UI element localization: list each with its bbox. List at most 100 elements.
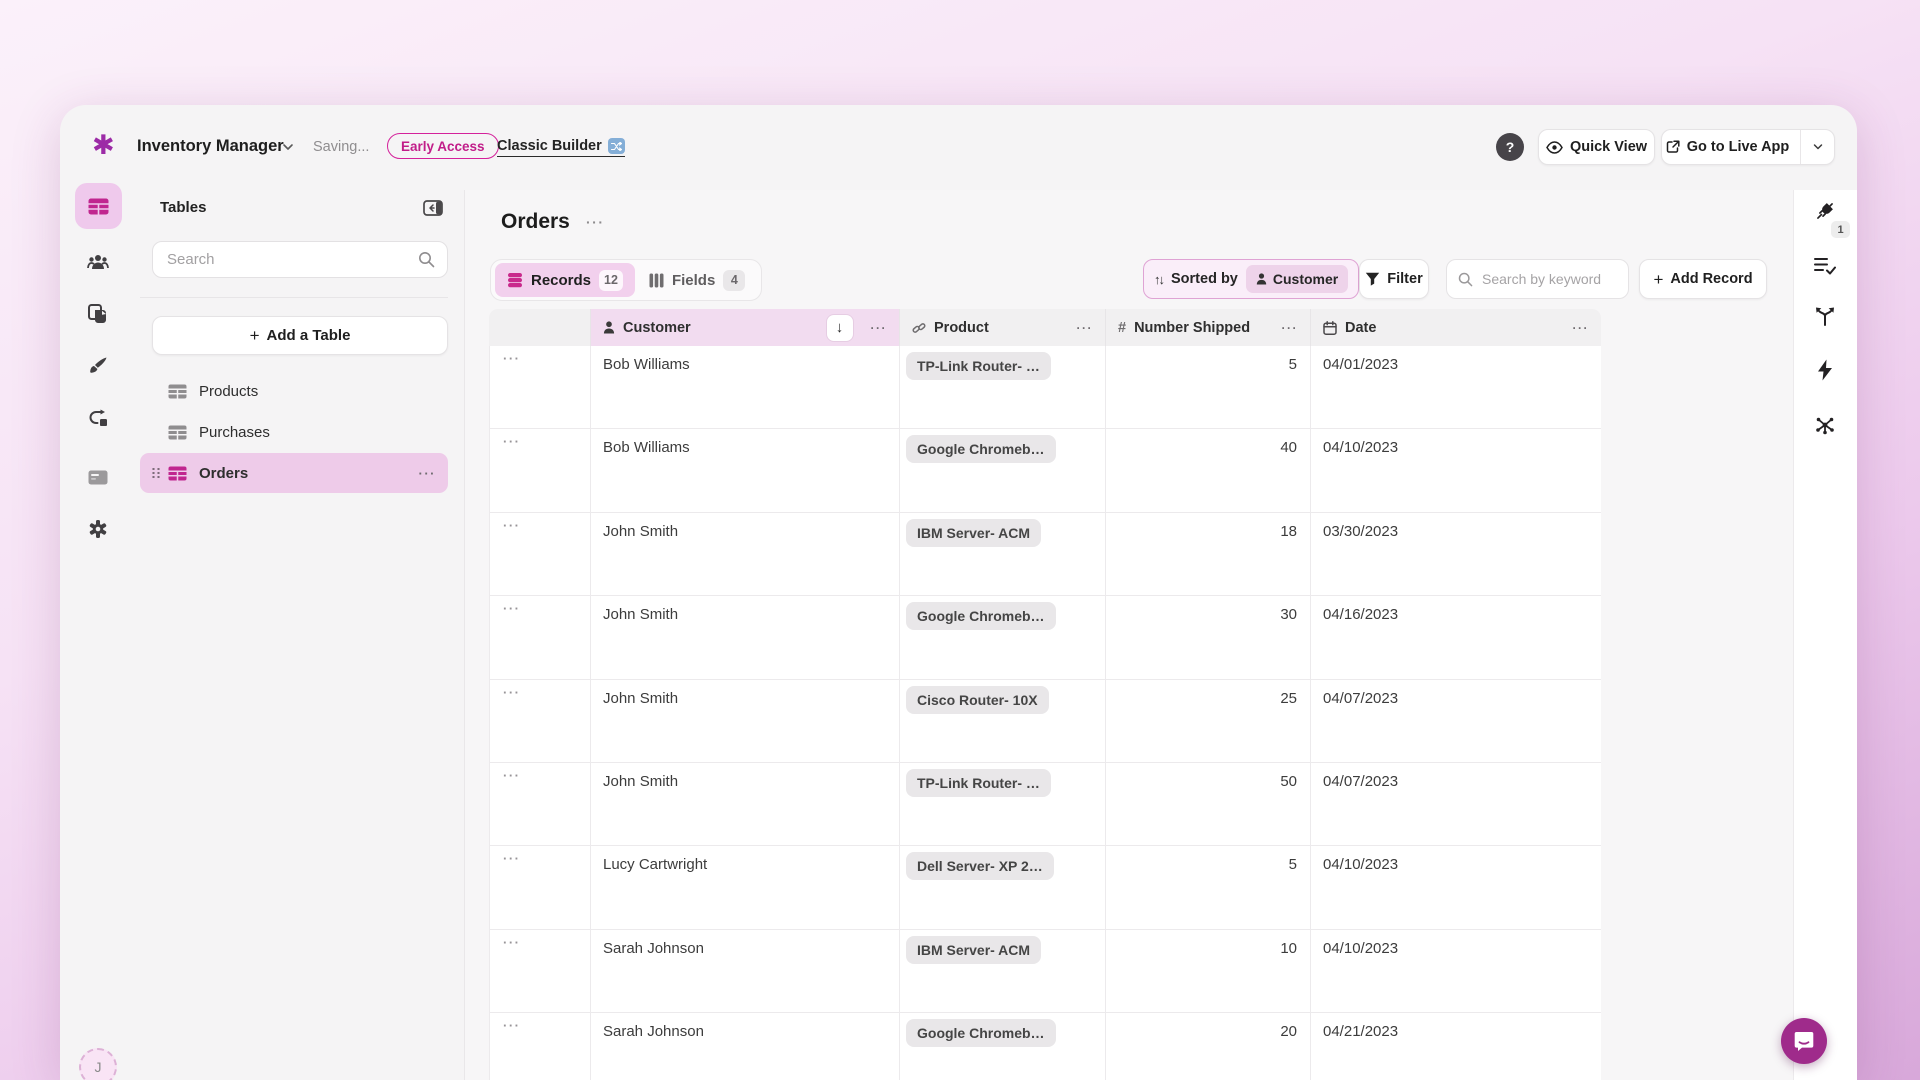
collapse-sidebar-icon[interactable] — [422, 199, 444, 217]
column-header-customer[interactable]: Customer ↓ ··· — [591, 309, 900, 346]
add-record-button[interactable]: + Add Record — [1639, 259, 1767, 299]
column-menu-icon[interactable]: ··· — [1076, 320, 1093, 335]
keyword-search-input[interactable] — [1480, 270, 1617, 288]
cell-product[interactable]: IBM Server- ACM — [900, 929, 1106, 1013]
cell-customer[interactable]: Lucy Cartwright — [591, 846, 900, 929]
cell-number-shipped[interactable]: 25 — [1106, 679, 1311, 762]
tab-records[interactable]: Records 12 — [495, 263, 635, 297]
cell-number-shipped[interactable]: 40 — [1106, 429, 1311, 512]
cell-product[interactable]: IBM Server- ACM — [900, 512, 1106, 596]
go-to-live-app-main[interactable]: Go to Live App — [1662, 130, 1793, 164]
drag-handle-icon[interactable] — [152, 468, 160, 478]
cell-product[interactable]: TP-Link Router- … — [900, 762, 1106, 846]
cell-date[interactable]: 03/30/2023 — [1311, 513, 1601, 595]
checklist-icon[interactable] — [1813, 254, 1837, 278]
product-chip[interactable]: Google Chromeb… — [906, 435, 1056, 464]
row-menu-button[interactable]: ··· — [489, 846, 591, 929]
cell-customer[interactable]: John Smith — [591, 512, 900, 596]
product-chip[interactable]: IBM Server- ACM — [906, 518, 1042, 547]
row-menu-button[interactable]: ··· — [489, 596, 591, 679]
app-name-menu[interactable]: Inventory Manager — [137, 137, 284, 155]
cell-number-shipped[interactable]: 10 — [1106, 929, 1311, 1013]
cell-product[interactable]: Google Chromeb… — [900, 1013, 1106, 1080]
product-chip[interactable]: IBM Server- ACM — [906, 935, 1042, 964]
cell-date[interactable]: 04/07/2023 — [1311, 680, 1601, 762]
filter-button[interactable]: Filter — [1359, 259, 1429, 299]
product-chip[interactable]: Google Chromeb… — [906, 1019, 1056, 1048]
rail-users-icon[interactable] — [86, 250, 110, 274]
rail-billing-icon[interactable] — [86, 465, 110, 489]
cell-date[interactable]: 04/21/2023 — [1311, 1013, 1601, 1080]
keyword-search[interactable] — [1446, 259, 1629, 299]
row-menu-button[interactable]: ··· — [489, 512, 591, 596]
cell-number-shipped[interactable]: 30 — [1106, 596, 1311, 679]
user-avatar[interactable]: J — [79, 1048, 117, 1080]
cell-customer[interactable]: Bob Williams — [591, 429, 900, 512]
rail-design-icon[interactable] — [86, 354, 110, 378]
tab-fields[interactable]: Fields 4 — [637, 263, 757, 297]
rail-pages-icon[interactable] — [86, 302, 110, 326]
row-menu-button[interactable]: ··· — [489, 346, 591, 429]
cell-date[interactable]: 04/10/2023 — [1311, 930, 1601, 1012]
row-menu-button[interactable]: ··· — [489, 429, 591, 512]
cell-date[interactable]: 04/10/2023 — [1311, 429, 1601, 511]
classic-builder-link[interactable]: Classic Builder — [497, 138, 625, 157]
chat-support-button[interactable] — [1781, 1018, 1827, 1064]
go-to-live-app-button[interactable]: Go to Live App — [1661, 129, 1835, 165]
sidebar-search-input[interactable] — [165, 250, 418, 269]
add-table-button[interactable]: + Add a Table — [152, 316, 448, 355]
cell-product[interactable]: TP-Link Router- … — [900, 346, 1106, 429]
cell-number-shipped[interactable]: 50 — [1106, 762, 1311, 846]
product-chip[interactable]: Google Chromeb… — [906, 602, 1056, 631]
cell-customer[interactable]: John Smith — [591, 762, 900, 846]
cell-number-shipped[interactable]: 5 — [1106, 346, 1311, 429]
branch-actions-icon[interactable] — [1813, 304, 1837, 328]
row-menu-button[interactable]: ··· — [489, 929, 591, 1013]
cell-number-shipped[interactable]: 18 — [1106, 512, 1311, 596]
sidebar-item-purchases[interactable]: Purchases — [140, 412, 448, 452]
quick-view-button[interactable]: Quick View — [1538, 129, 1655, 165]
product-chip[interactable]: TP-Link Router- … — [906, 768, 1051, 797]
cell-date[interactable]: 04/16/2023 — [1311, 596, 1601, 678]
automations-icon[interactable] — [1813, 358, 1837, 382]
cell-customer[interactable]: Sarah Johnson — [591, 929, 900, 1013]
rail-data-tables-icon[interactable] — [86, 194, 110, 218]
sidebar-search[interactable] — [152, 241, 448, 278]
sorted-by-button[interactable]: ↑↓ Sorted by Customer — [1143, 259, 1360, 299]
cell-customer[interactable]: Bob Williams — [591, 346, 900, 429]
rail-settings-icon[interactable] — [86, 517, 110, 541]
item-more-icon[interactable]: ··· — [418, 465, 436, 481]
cell-date[interactable]: 04/10/2023 — [1311, 846, 1601, 928]
product-chip[interactable]: Cisco Router- 10X — [906, 685, 1049, 714]
cell-product[interactable]: Google Chromeb… — [900, 429, 1106, 512]
cell-date[interactable]: 04/07/2023 — [1311, 763, 1601, 845]
cell-number-shipped[interactable]: 5 — [1106, 846, 1311, 929]
help-button[interactable]: ? — [1496, 133, 1524, 161]
cell-date[interactable]: 04/01/2023 — [1311, 346, 1601, 428]
row-menu-button[interactable]: ··· — [489, 1013, 591, 1080]
table-options-icon[interactable]: ··· — [586, 214, 605, 230]
cell-customer[interactable]: Sarah Johnson — [591, 1013, 900, 1080]
sorted-by-field-chip[interactable]: Customer — [1245, 265, 1349, 293]
cell-product[interactable]: Google Chromeb… — [900, 596, 1106, 679]
cell-customer[interactable]: John Smith — [591, 679, 900, 762]
product-chip[interactable]: TP-Link Router- … — [906, 352, 1051, 380]
row-menu-button[interactable]: ··· — [489, 679, 591, 762]
go-live-dropdown-toggle[interactable] — [1800, 130, 1834, 164]
column-header-number-shipped[interactable]: # Number Shipped ··· — [1106, 309, 1311, 346]
sidebar-item-orders[interactable]: Orders ··· — [140, 453, 448, 493]
relations-icon[interactable] — [1813, 413, 1837, 437]
cell-product[interactable]: Dell Server- XP 2… — [900, 846, 1106, 929]
sidebar-item-products[interactable]: Products — [140, 371, 448, 411]
sort-direction-button[interactable]: ↓ — [826, 314, 853, 341]
cell-product[interactable]: Cisco Router- 10X — [900, 679, 1106, 762]
cell-number-shipped[interactable]: 20 — [1106, 1013, 1311, 1080]
column-menu-icon[interactable]: ··· — [1281, 320, 1298, 335]
column-header-product[interactable]: Product ··· — [900, 309, 1106, 346]
chevron-down-icon[interactable] — [281, 140, 295, 154]
column-menu-icon[interactable]: ··· — [870, 320, 887, 335]
cell-customer[interactable]: John Smith — [591, 596, 900, 679]
column-header-date[interactable]: Date ··· — [1311, 309, 1601, 346]
column-menu-icon[interactable]: ··· — [1572, 320, 1589, 335]
rail-workflows-icon[interactable] — [86, 406, 110, 430]
